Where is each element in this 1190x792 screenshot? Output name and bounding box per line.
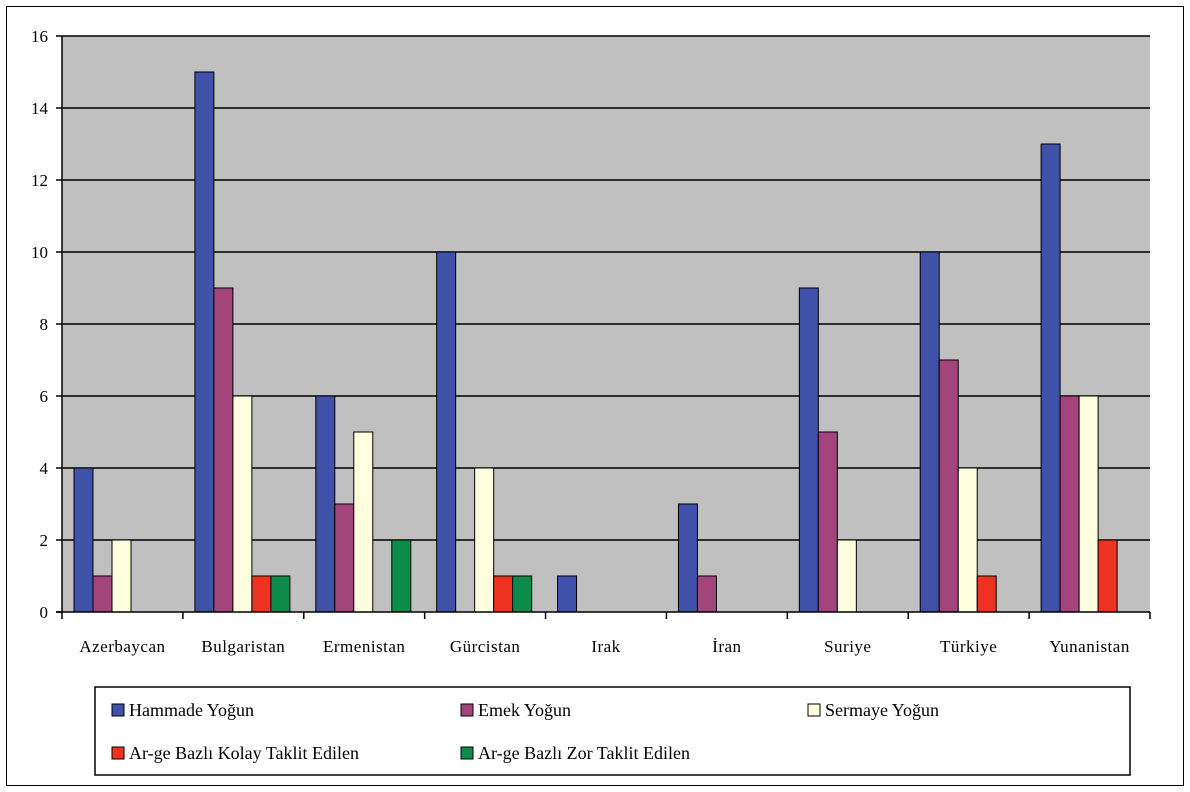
bar <box>315 395 336 613</box>
bar <box>798 287 819 613</box>
y-tick-label: 12 <box>31 171 48 190</box>
bar <box>493 575 514 613</box>
legend-box <box>94 686 1131 776</box>
bar <box>353 431 374 613</box>
bar <box>391 539 412 613</box>
y-tick-label: 10 <box>31 243 48 262</box>
bar <box>270 575 291 613</box>
bar <box>1040 143 1061 613</box>
bar <box>251 575 272 613</box>
legend-label: Hammade Yoğun <box>129 700 254 720</box>
bar <box>334 503 355 613</box>
bar <box>677 503 698 613</box>
bar <box>474 467 495 613</box>
bar <box>1078 395 1099 613</box>
bar <box>73 467 94 613</box>
legend-swatch <box>111 703 125 717</box>
bar <box>957 467 978 613</box>
bar <box>92 575 113 613</box>
legend-label: Ar-ge Bazlı Zor Taklit Edilen <box>478 743 690 763</box>
y-tick-label: 2 <box>40 531 49 550</box>
x-tick-label: Suriye <box>824 637 871 656</box>
legend-swatch <box>460 703 474 717</box>
bar <box>836 539 857 613</box>
bar <box>919 251 940 613</box>
x-tick-label: Gürcistan <box>450 637 521 656</box>
y-tick-label: 4 <box>40 459 49 478</box>
x-tick-label: Ermenistan <box>323 637 405 656</box>
legend-swatch <box>460 746 474 760</box>
legend-swatch <box>111 746 125 760</box>
y-tick-label: 6 <box>40 387 49 406</box>
legend-label: Ar-ge Bazlı Kolay Taklit Edilen <box>129 743 359 763</box>
bar <box>1097 539 1118 613</box>
legend-swatch <box>807 703 821 717</box>
bar <box>213 287 234 613</box>
y-tick-label: 0 <box>40 603 49 622</box>
legend-label: Sermaye Yoğun <box>825 700 939 720</box>
x-tick-label: Bulgaristan <box>201 637 285 656</box>
bar <box>232 395 253 613</box>
bar <box>111 539 132 613</box>
bar <box>938 359 959 613</box>
bar <box>817 431 838 613</box>
bar <box>1059 395 1080 613</box>
bar <box>976 575 997 613</box>
chart-frame <box>6 6 1184 786</box>
x-tick-label: Azerbaycan <box>79 637 165 656</box>
y-tick-label: 16 <box>31 27 48 46</box>
legend-label: Emek Yoğun <box>478 700 571 720</box>
bar <box>557 575 578 613</box>
bar <box>512 575 533 613</box>
x-tick-label: İran <box>712 637 741 656</box>
x-tick-label: Irak <box>591 637 620 656</box>
x-tick-label: Yunanistan <box>1049 637 1130 656</box>
bar <box>696 575 717 613</box>
y-tick-label: 14 <box>31 99 49 118</box>
bar <box>194 71 215 613</box>
y-tick-label: 8 <box>40 315 49 334</box>
bar <box>436 251 457 613</box>
x-tick-label: Türkiye <box>940 637 997 656</box>
